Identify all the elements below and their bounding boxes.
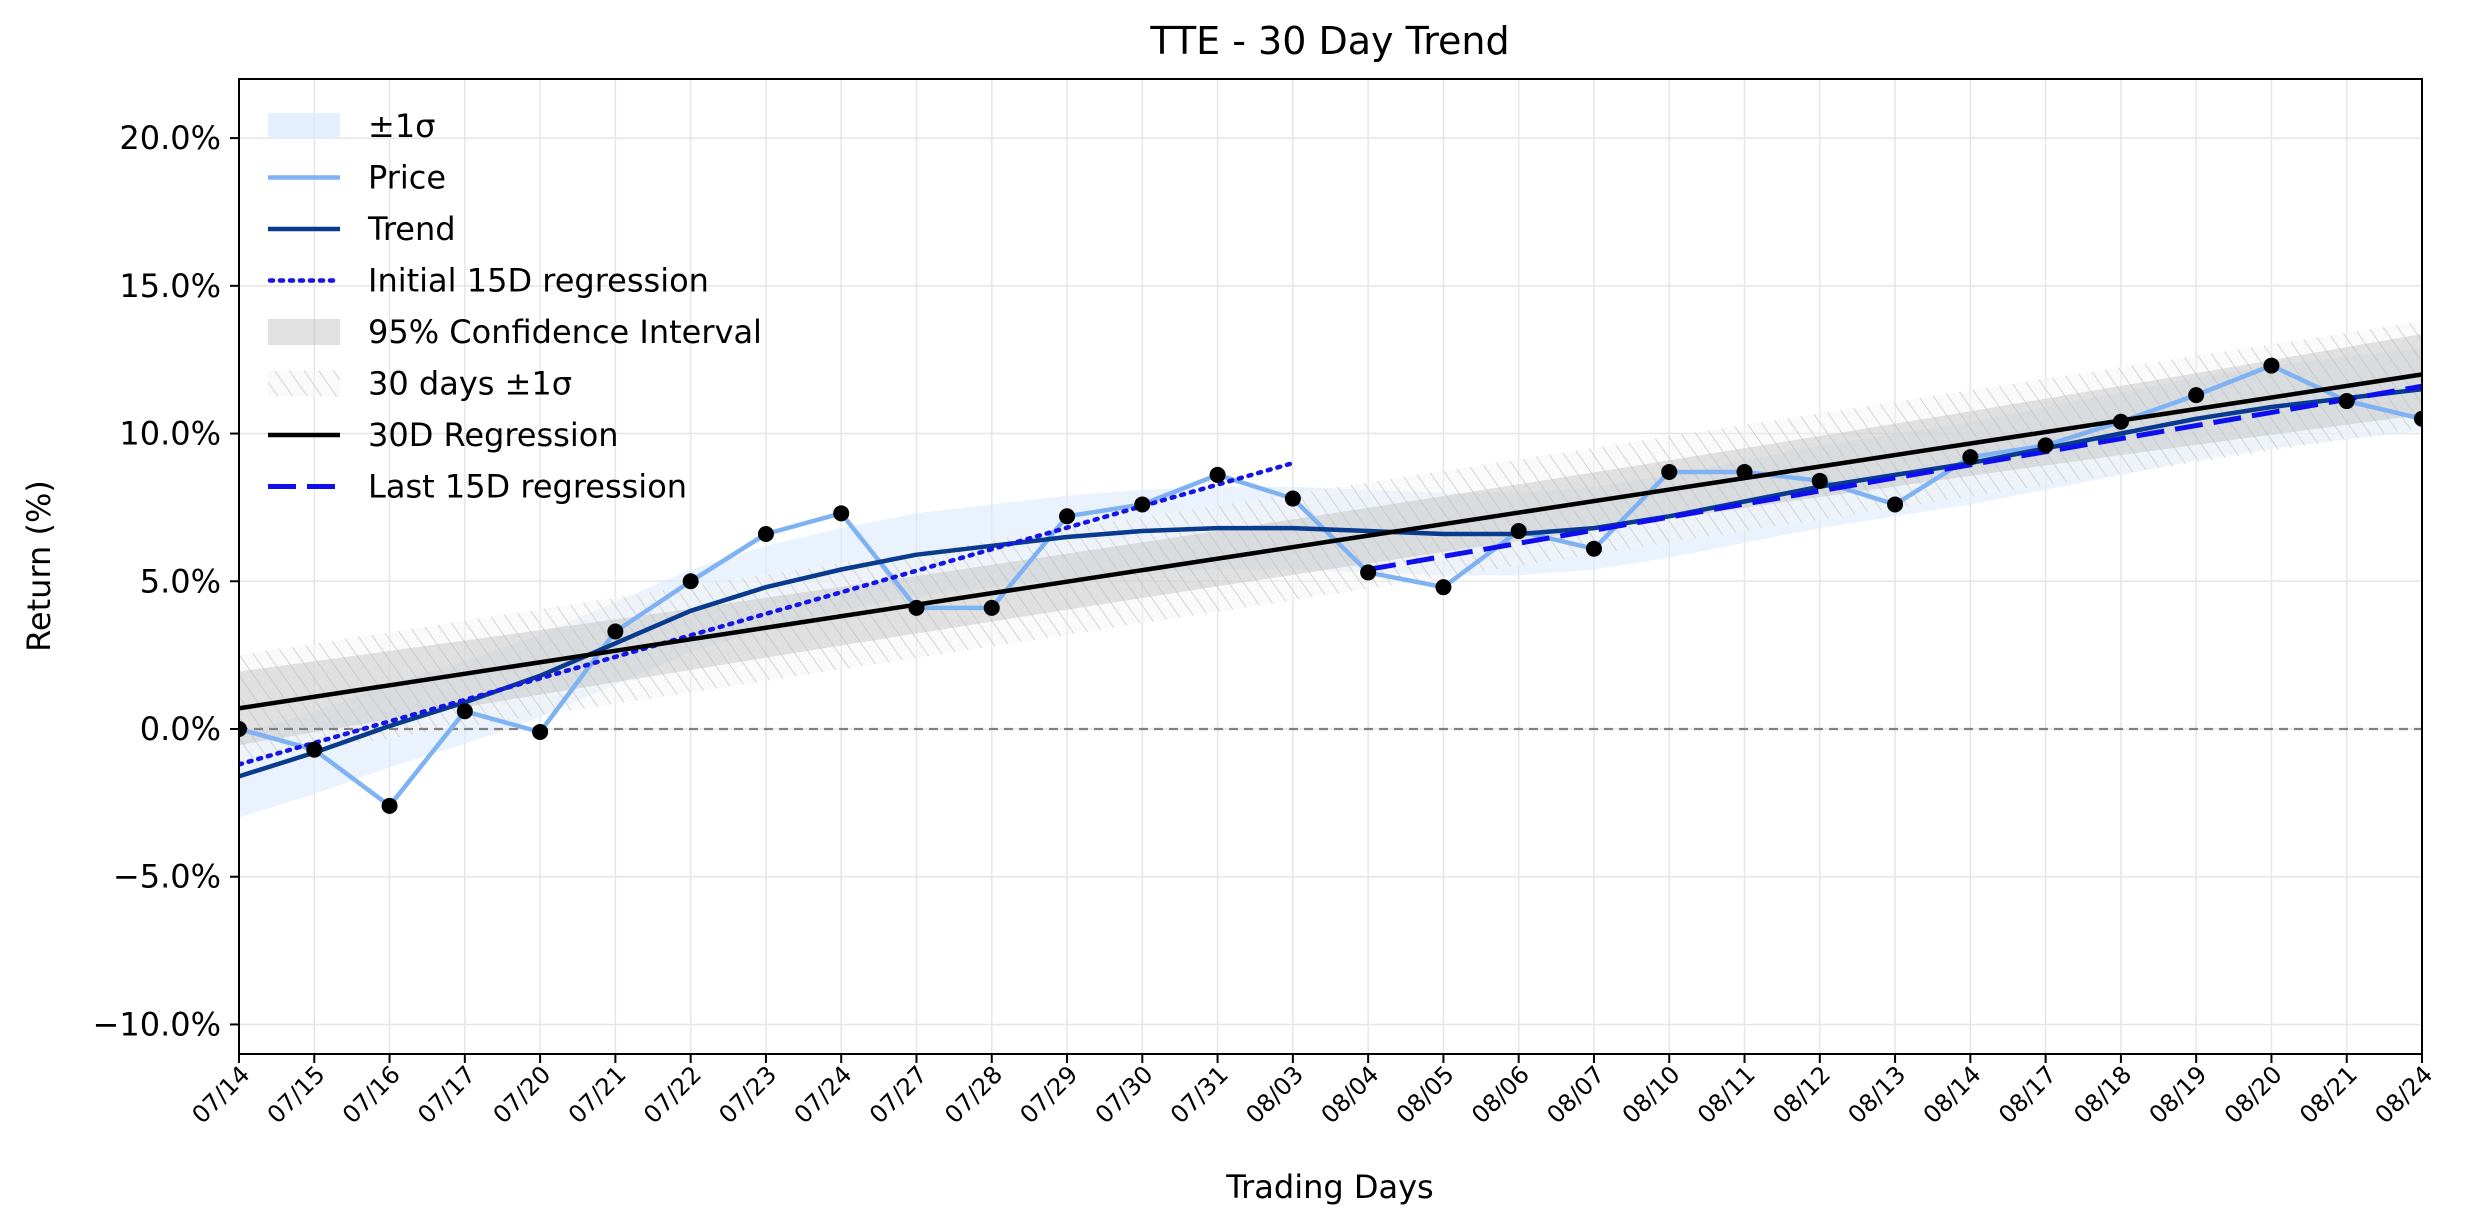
x-tick-label: 07/14 <box>187 1060 256 1129</box>
legend: ±1σ Price Trend Initial 15D regression 95% C… <box>267 107 762 506</box>
x-tick-label: 07/28 <box>939 1060 1008 1129</box>
price-point <box>1059 508 1076 525</box>
price-point <box>908 599 925 616</box>
price-point <box>2263 357 2280 374</box>
x-tick-label: 08/12 <box>1767 1060 1836 1129</box>
price-point <box>1134 496 1151 513</box>
price-point <box>2037 437 2054 454</box>
price-point <box>381 797 398 814</box>
x-tick-label: 08/07 <box>1541 1060 1610 1129</box>
x-tick-label: 07/29 <box>1015 1060 1084 1129</box>
legend-swatch-confidence <box>268 319 340 345</box>
trend-line <box>239 386 2422 779</box>
price-point <box>1435 579 1452 596</box>
price-point <box>1209 466 1226 483</box>
y-tick-label: 0.0% <box>140 710 221 748</box>
chart-title: TTE - 30 Day Trend <box>1149 19 1509 63</box>
legend-label: 30D Regression <box>368 416 619 454</box>
x-tick-label: 07/17 <box>412 1060 481 1129</box>
last-15d-regression <box>1367 383 2422 572</box>
price-point <box>239 721 247 737</box>
x-axis-label: Trading Days <box>1225 1168 1433 1206</box>
x-tick-label: 08/06 <box>1466 1060 1535 1129</box>
price-point <box>1736 463 1753 480</box>
price-point <box>833 505 850 522</box>
y-tick-label: 5.0% <box>140 562 221 600</box>
legend-label: Trend <box>367 210 456 248</box>
y-tick-label: 20.0% <box>119 119 221 157</box>
30d-regression-line <box>239 372 2422 711</box>
x-tick-label: 08/18 <box>2068 1060 2137 1129</box>
x-tick-label: 08/20 <box>2219 1060 2288 1129</box>
legend-label: 30 days ±1σ <box>368 365 572 403</box>
y-tick-label: −10.0% <box>93 1005 221 1043</box>
x-tick-label: 08/19 <box>2144 1060 2213 1129</box>
y-tick-label: 15.0% <box>119 267 221 305</box>
initial-15d-regression <box>239 460 1296 767</box>
x-tick-label: 08/05 <box>1391 1060 1460 1129</box>
price-point <box>1585 540 1602 557</box>
price-point <box>757 526 774 542</box>
legend-label: Initial 15D regression <box>368 262 709 300</box>
price-point <box>1661 463 1678 480</box>
price-point <box>2414 410 2422 427</box>
plot-frame <box>238 78 2423 1055</box>
plot-area <box>239 321 2422 818</box>
price-point <box>1360 564 1377 581</box>
x-tick-label: 07/21 <box>563 1060 632 1129</box>
price-point <box>532 723 549 740</box>
price-point <box>1811 472 1828 489</box>
legend-swatch-hatch <box>268 370 340 397</box>
x-tick-label: 08/13 <box>1843 1060 1912 1129</box>
x-tick-label: 08/21 <box>2294 1060 2363 1129</box>
price-point <box>607 623 624 640</box>
x-tick-label: 07/31 <box>1165 1060 1234 1129</box>
legend-label: Price <box>368 159 446 197</box>
price-point <box>456 703 473 720</box>
x-tick-label: 08/11 <box>1692 1060 1761 1129</box>
price-point <box>983 599 1000 616</box>
x-tick-label: 07/16 <box>337 1060 406 1129</box>
x-tick-label: 08/14 <box>1918 1060 1987 1129</box>
x-tick-label: 08/03 <box>1240 1060 1309 1129</box>
x-tick-label: 07/22 <box>638 1060 707 1129</box>
y-tick-label: 10.0% <box>119 415 221 453</box>
legend-label: ±1σ <box>368 107 435 145</box>
x-tick-label: 08/17 <box>1993 1060 2062 1129</box>
price-point <box>1510 523 1527 540</box>
price-point <box>1962 449 1979 466</box>
price-point <box>2338 393 2355 410</box>
x-tick-label: 07/30 <box>1090 1060 1159 1129</box>
price-point <box>682 573 699 590</box>
x-tick-label: 07/24 <box>789 1060 858 1129</box>
x-tick-label: 07/15 <box>262 1060 331 1129</box>
y-tick-label: −5.0% <box>113 858 221 896</box>
legend-swatch-band <box>268 113 340 139</box>
y-axis-label: Return (%) <box>20 480 58 652</box>
x-tick-label: 07/23 <box>713 1060 782 1129</box>
x-tick-label: 08/04 <box>1316 1060 1385 1129</box>
x-tick-label: 07/27 <box>864 1060 933 1129</box>
price-point <box>306 741 323 758</box>
price-point <box>1284 490 1301 507</box>
legend-label: 95% Confidence Interval <box>368 313 762 351</box>
x-tick-label: 07/20 <box>488 1060 557 1129</box>
price-point <box>1887 496 1904 513</box>
price-point <box>2188 387 2205 404</box>
legend-label: Last 15D regression <box>368 468 687 506</box>
x-tick-label: 08/24 <box>2370 1060 2439 1129</box>
price-point <box>2112 413 2129 430</box>
x-tick-label: 08/10 <box>1617 1060 1686 1129</box>
